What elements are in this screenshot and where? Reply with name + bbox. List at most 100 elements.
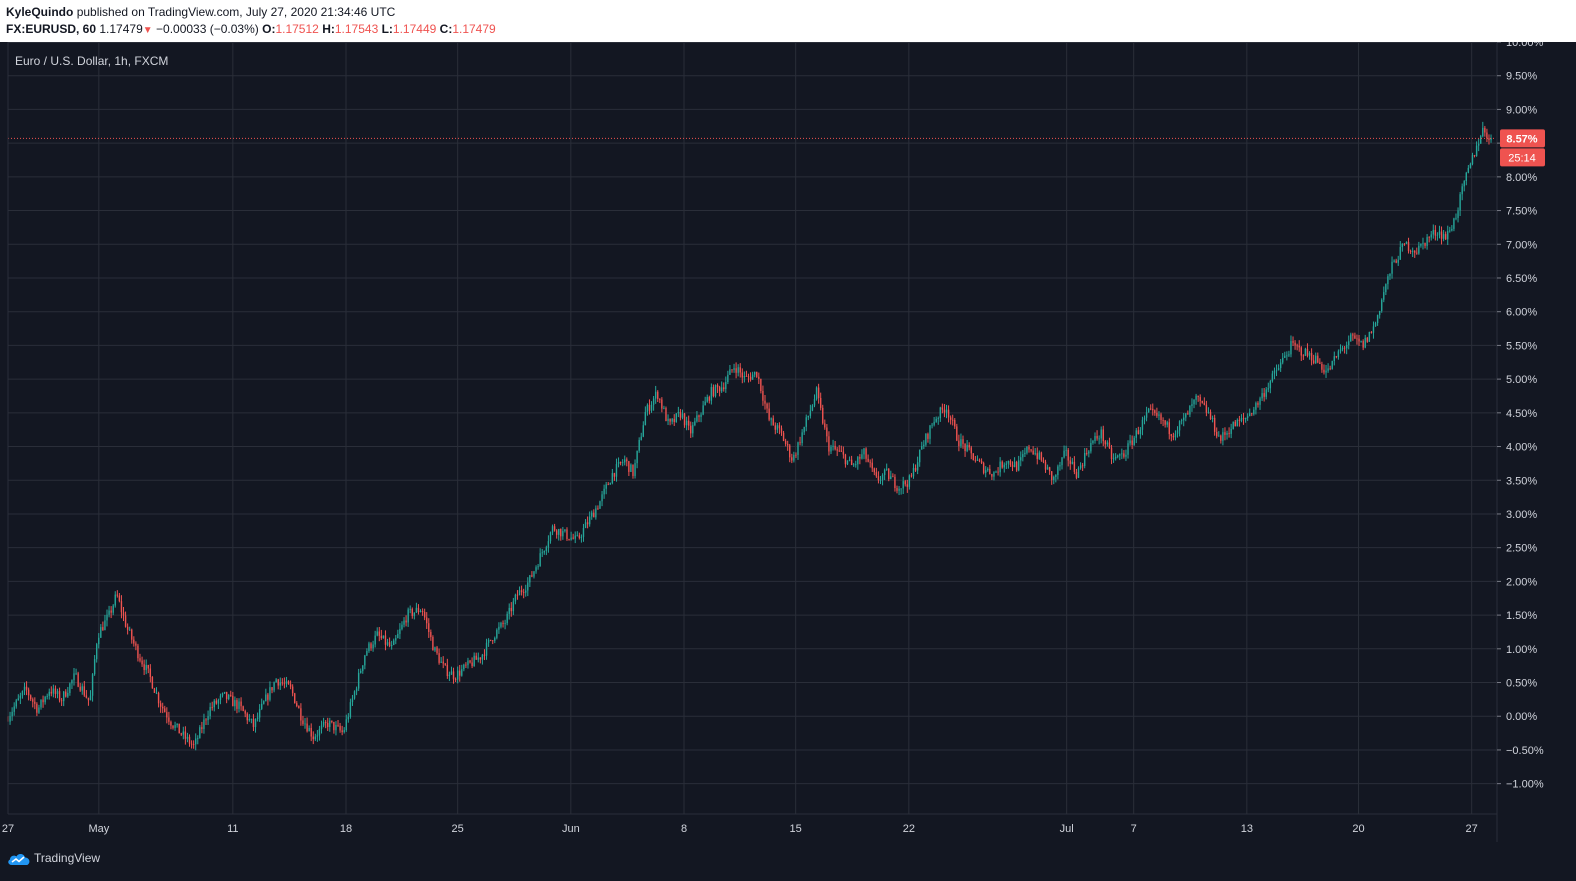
candle-body	[504, 623, 506, 624]
time-tick-label: 7	[1131, 823, 1137, 835]
candle-body	[791, 457, 793, 461]
candle-body	[223, 691, 226, 694]
candle-body	[1296, 345, 1298, 347]
candle-body	[399, 629, 401, 634]
candle-body	[553, 526, 556, 531]
price-tick-label: 4.50%	[1506, 408, 1537, 420]
candle-body	[1358, 338, 1360, 342]
candle-body	[918, 449, 921, 463]
candle-body	[374, 635, 376, 645]
candle-body	[1185, 413, 1187, 418]
candle-body	[267, 694, 269, 700]
candle-body	[968, 444, 970, 448]
candle-body	[395, 638, 397, 641]
tradingview-cloud-icon[interactable]	[6, 851, 32, 867]
candle-body	[1121, 453, 1123, 455]
candle-body	[857, 457, 859, 465]
candle-body	[824, 423, 826, 428]
candle-body	[753, 371, 756, 375]
candle-body	[1164, 420, 1166, 425]
candle-body	[1407, 241, 1410, 251]
time-tick-label: 11	[227, 823, 238, 835]
candle-body	[1378, 310, 1381, 316]
tradingview-brand[interactable]: TradingView	[34, 851, 101, 865]
candle-body	[331, 720, 333, 722]
price-axis[interactable]	[1497, 42, 1576, 814]
candle-body	[1096, 436, 1098, 439]
candle-body	[993, 472, 995, 477]
candle-body	[531, 575, 533, 577]
candle-body	[947, 409, 950, 418]
candle-body	[318, 728, 321, 736]
candle-body	[898, 488, 900, 491]
candle-body	[300, 708, 302, 721]
candle-body	[1263, 393, 1265, 397]
candle-body	[545, 547, 548, 552]
candle-body	[324, 722, 327, 723]
publication-info: KyleQuindo published on TradingView.com,…	[6, 5, 395, 19]
candle-body	[1154, 410, 1156, 413]
candle-body	[1098, 438, 1100, 440]
candle-body	[69, 683, 71, 693]
candle-body	[1356, 338, 1358, 340]
candle-body	[178, 723, 180, 734]
candle-body	[1414, 250, 1416, 253]
candle-body	[1205, 404, 1208, 413]
candle-body	[768, 408, 770, 420]
price-chart[interactable]: Euro / U.S. Dollar, 1h, FXCM −1.00% −0.50…	[0, 42, 1576, 846]
last-price: 1.17479	[99, 22, 143, 36]
candle-body	[883, 469, 886, 476]
candle-body	[875, 472, 878, 477]
candle-body	[120, 601, 123, 613]
candle-body	[1166, 422, 1168, 425]
candle-body	[186, 736, 189, 739]
candle-body	[861, 454, 863, 459]
candle-body	[1290, 341, 1292, 355]
time-tick-label: 25	[452, 823, 464, 835]
candle-body	[916, 462, 919, 471]
candle-body	[1436, 234, 1439, 236]
candle-body	[118, 595, 121, 602]
candle-body	[1490, 138, 1492, 141]
last-value-label: 8.57%	[1506, 133, 1537, 145]
candle-body	[1308, 352, 1311, 356]
candle-body	[510, 607, 512, 612]
price-axis-ticks: −1.00% −0.50% 0.00% 0.50% 1.00% 1.50% 2.00% 2.5…	[1497, 42, 1544, 791]
candle-body	[1323, 369, 1325, 373]
candle-body	[842, 451, 845, 455]
candle-body	[815, 387, 818, 400]
candle-body	[1333, 356, 1335, 362]
candle-body	[885, 468, 888, 470]
ohlc-legend: FX:EURUSD, 60 1.17479▼ −0.00033 (−0.03%)…	[6, 22, 496, 36]
candle-body	[1044, 461, 1047, 470]
candle-body	[1059, 465, 1061, 467]
candle-body	[440, 661, 442, 663]
candle-body	[1370, 331, 1373, 333]
candle-body	[254, 718, 257, 728]
candle-body	[1055, 475, 1057, 477]
candle-body	[621, 462, 624, 464]
candle-body	[234, 700, 236, 707]
candle-body	[1238, 419, 1241, 421]
candle-body	[428, 623, 430, 632]
candle-body	[1110, 447, 1113, 460]
candle-body	[225, 691, 228, 699]
candle-body	[50, 691, 53, 694]
close-label: C:	[439, 22, 453, 36]
candle-body	[1475, 145, 1478, 156]
candle-body	[432, 636, 434, 651]
candle-body	[852, 464, 855, 466]
author-name[interactable]: KyleQuindo	[6, 5, 74, 19]
candle-body	[921, 446, 923, 450]
candle-body	[275, 679, 277, 683]
candle-body	[238, 701, 240, 709]
candle-body	[42, 699, 44, 703]
candle-body	[628, 461, 630, 472]
price-tick-label: 2.50%	[1506, 543, 1537, 555]
candle-body	[217, 700, 220, 704]
candle-body	[613, 473, 616, 477]
time-axis[interactable]	[0, 814, 1576, 846]
candle-body	[850, 459, 853, 466]
candle-body	[388, 642, 391, 647]
candle-body	[62, 691, 65, 702]
